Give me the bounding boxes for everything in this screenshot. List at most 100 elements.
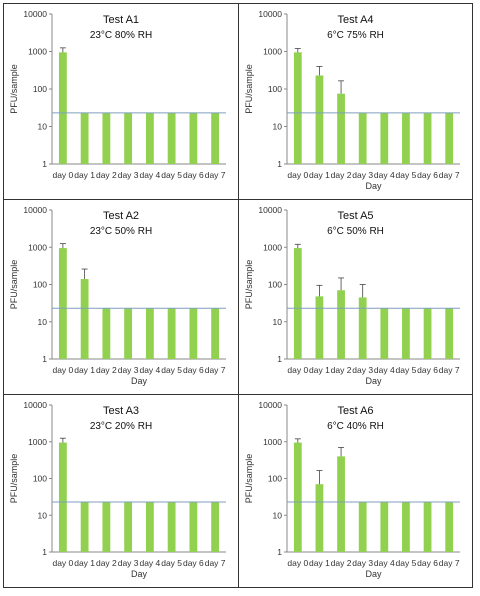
bar: [423, 112, 432, 164]
y-tick-label: 1000: [28, 47, 47, 57]
y-tick-label: 100: [33, 280, 47, 290]
x-tick-label: day 4: [374, 170, 395, 180]
bar: [380, 112, 389, 164]
chart-subtitle: 23°C 20% RH: [90, 421, 152, 432]
x-tick-label: day 2: [331, 365, 352, 375]
x-tick-label: day 0: [287, 558, 308, 568]
x-tick-label: day 2: [96, 365, 117, 375]
chart-title: Test A1: [103, 14, 139, 26]
y-tick-label: 10: [273, 510, 283, 520]
y-tick-label: 1: [277, 547, 282, 557]
bar: [124, 501, 133, 552]
y-tick-label: 10000: [23, 205, 47, 215]
bar: [102, 112, 111, 164]
x-tick-label: day 7: [439, 365, 460, 375]
y-tick-label: 1: [277, 159, 282, 169]
bar: [211, 308, 220, 359]
x-tick-label: day 6: [183, 170, 204, 180]
x-tick-label: day 2: [331, 558, 352, 568]
x-tick-label: day 7: [439, 558, 460, 568]
y-tick-label: 10000: [23, 9, 47, 19]
bar: [167, 501, 176, 552]
chart-title: Test A4: [337, 14, 373, 26]
chart-title: Test A5: [337, 210, 373, 222]
x-tick-label: day 6: [417, 365, 438, 375]
y-tick-label: 10: [273, 122, 283, 132]
bar: [145, 501, 154, 552]
bar: [293, 248, 302, 359]
x-tick-label: day 3: [118, 365, 139, 375]
y-tick-label: 1000: [263, 242, 282, 252]
y-axis-label: PFU/sample: [244, 454, 254, 504]
x-tick-label: day 5: [161, 365, 182, 375]
bar: [445, 308, 454, 359]
x-tick-label: day 4: [374, 365, 395, 375]
x-tick-label: day 6: [183, 365, 204, 375]
y-tick-label: 1000: [263, 437, 282, 447]
chart-subtitle: 6°C 40% RH: [327, 421, 384, 432]
x-tick-label: day 5: [396, 558, 417, 568]
x-tick-label: day 0: [52, 558, 73, 568]
x-tick-label: day 6: [417, 558, 438, 568]
bar: [80, 279, 89, 359]
bar: [80, 501, 89, 552]
chart-panel-a2: Test A2 23°C 50% RH 1 10 100 1000 10000 PFU/sam…: [3, 199, 239, 395]
chart-subtitle: 23°C 50% RH: [90, 226, 152, 237]
x-tick-label: day 5: [396, 365, 417, 375]
chart-subtitle: 6°C 50% RH: [327, 226, 384, 237]
bar: [293, 52, 302, 164]
bar: [358, 501, 367, 552]
bar: [211, 112, 220, 164]
chart-panel-a3: Test A3 23°C 20% RH 1 10 100 1000 10000 PFU/sam…: [3, 394, 239, 588]
x-tick-label: day 5: [396, 170, 417, 180]
x-axis-label: Day: [365, 569, 382, 579]
chart-a6: Test A6 6°C 40% RH 1 10 100 1000 10000 PFU/samp…: [244, 400, 460, 579]
bar: [167, 308, 176, 359]
x-axis-label: Day: [131, 569, 148, 579]
chart-a4: Test A4 6°C 75% RH 1 10 100 1000 10000 PFU/samp…: [244, 9, 460, 191]
x-axis-label: Day: [131, 376, 148, 386]
y-tick-label: 10000: [258, 9, 282, 19]
x-tick-label: day 7: [205, 170, 226, 180]
x-tick-label: day 3: [352, 365, 373, 375]
x-tick-label: day 3: [352, 170, 373, 180]
bar: [189, 308, 198, 359]
y-tick-label: 100: [33, 474, 47, 484]
bar: [145, 112, 154, 164]
x-tick-label: day 3: [352, 558, 373, 568]
x-tick-label: day 3: [118, 170, 139, 180]
y-axis-label: PFU/sample: [9, 454, 19, 504]
bar: [358, 297, 367, 359]
y-tick-label: 100: [268, 474, 282, 484]
bar: [189, 112, 198, 164]
bar: [445, 501, 454, 552]
y-axis-label: PFU/sample: [9, 64, 19, 114]
bar: [358, 112, 367, 164]
x-tick-label: day 4: [139, 365, 160, 375]
x-tick-label: day 0: [52, 365, 73, 375]
y-axis-label: PFU/sample: [244, 64, 254, 114]
chart-a5: Test A5 6°C 50% RH 1 10 100 1000 10000 PFU/samp…: [244, 205, 460, 386]
bar: [58, 442, 67, 552]
bar: [423, 308, 432, 359]
y-axis-label: PFU/sample: [9, 260, 19, 310]
y-tick-label: 10: [38, 122, 48, 132]
y-tick-label: 1000: [28, 437, 47, 447]
bar: [315, 296, 324, 359]
y-tick-label: 100: [268, 280, 282, 290]
y-tick-label: 10: [38, 317, 48, 327]
chart-a1: Test A1 23°C 80% RH 1 10 100 1000 10000 PFU/sam…: [9, 9, 226, 180]
x-axis-label: Day: [365, 376, 382, 386]
y-tick-label: 1000: [28, 242, 47, 252]
chart-panel-a5: Test A5 6°C 50% RH 1 10 100 1000 10000 PFU/samp…: [238, 199, 473, 395]
y-tick-label: 10: [38, 510, 48, 520]
bar: [337, 93, 345, 164]
bar: [337, 290, 345, 359]
x-tick-label: day 3: [118, 558, 139, 568]
x-tick-label: day 1: [74, 170, 95, 180]
chart-panel-a1: Test A1 23°C 80% RH 1 10 100 1000 10000 PFU/sam…: [3, 3, 239, 200]
bar: [445, 112, 454, 164]
chart-title: Test A6: [337, 405, 373, 417]
x-tick-label: day 6: [417, 170, 438, 180]
chart-subtitle: 6°C 75% RH: [327, 30, 384, 41]
